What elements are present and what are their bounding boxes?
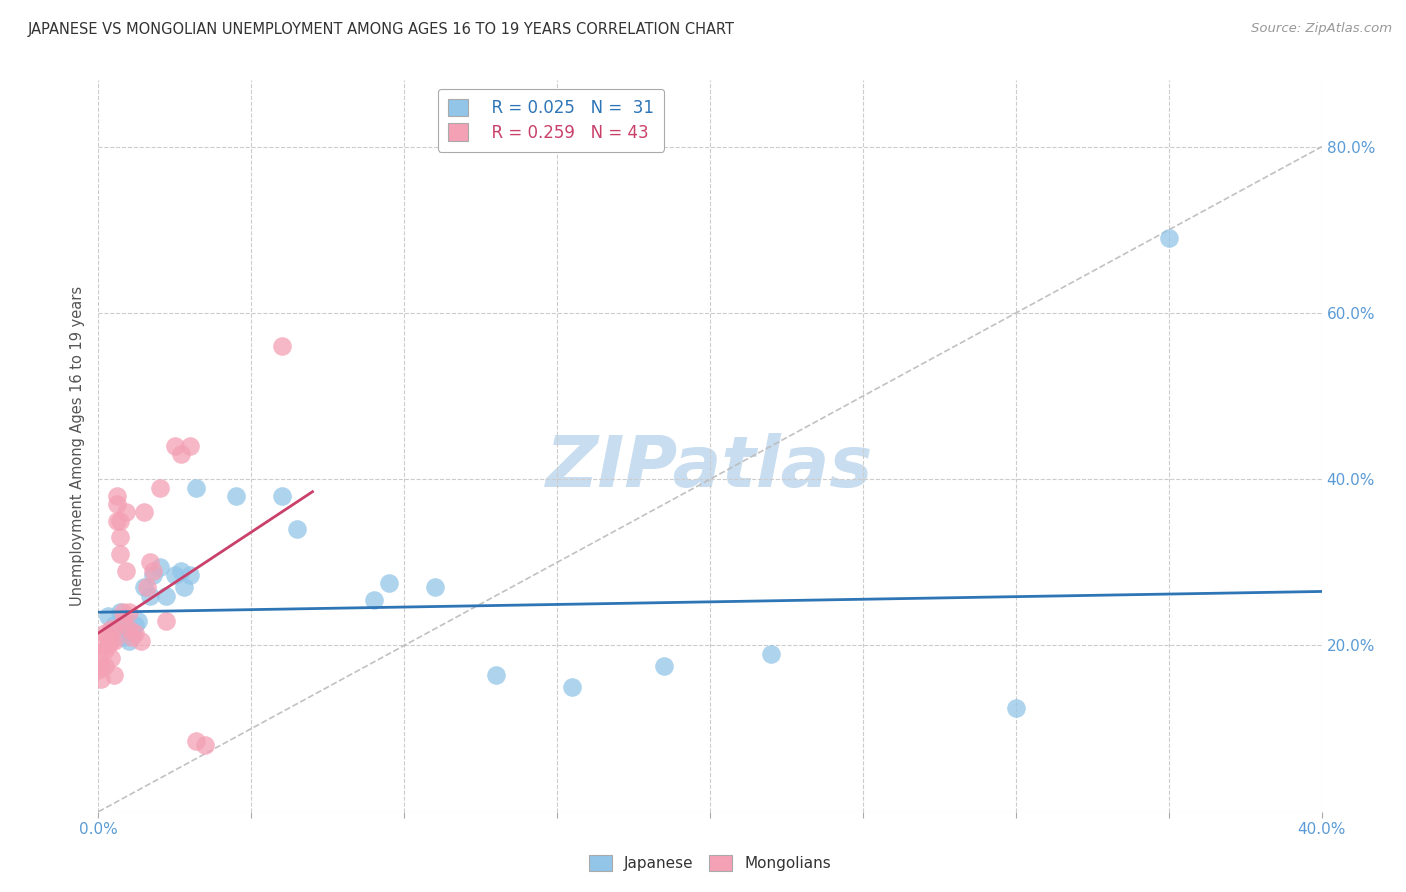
Point (124, 626, 146, 640)
Point (121, 626, 143, 640)
Point (118, 634, 141, 648)
Point (170, 564, 193, 578)
Point (118, 622, 141, 636)
Point (134, 580, 156, 594)
Point (142, 564, 165, 578)
Point (363, 592, 385, 607)
Point (136, 580, 159, 594)
Point (285, 522, 308, 536)
Point (485, 667, 508, 681)
Point (93, 642, 115, 657)
Point (87, 664, 110, 678)
Point (155, 589, 177, 603)
Point (378, 576, 401, 591)
Point (163, 439, 186, 453)
Point (100, 651, 122, 665)
Point (139, 589, 162, 603)
Point (194, 738, 217, 752)
Point (118, 605, 141, 619)
Text: ZIPatlas: ZIPatlas (547, 434, 873, 502)
Point (179, 567, 201, 582)
Point (87, 639, 110, 653)
Point (225, 489, 247, 503)
Point (90, 659, 112, 673)
Point (103, 667, 125, 681)
Point (100, 634, 122, 648)
Point (423, 580, 446, 594)
Point (115, 506, 138, 520)
Point (1157, 231, 1180, 245)
Point (103, 634, 125, 648)
Point (270, 339, 292, 353)
Point (97, 639, 120, 653)
Point (139, 555, 162, 569)
Point (97, 630, 120, 644)
Point (149, 481, 172, 495)
Point (115, 622, 138, 636)
Point (127, 614, 149, 628)
Point (111, 630, 134, 644)
Point (93, 626, 115, 640)
Point (100, 622, 122, 636)
Point (93, 659, 115, 673)
Point (108, 530, 131, 544)
Point (170, 447, 193, 461)
Point (111, 614, 134, 628)
Point (186, 481, 208, 495)
Point (124, 617, 146, 632)
Point (97, 609, 120, 624)
Text: JAPANESE VS MONGOLIAN UNEMPLOYMENT AMONG AGES 16 TO 19 YEARS CORRELATION CHART: JAPANESE VS MONGOLIAN UNEMPLOYMENT AMONG… (28, 22, 735, 37)
Point (142, 567, 165, 582)
Point (108, 605, 131, 619)
Point (105, 514, 128, 528)
Y-axis label: Unemployment Among Ages 16 to 19 years: Unemployment Among Ages 16 to 19 years (70, 286, 86, 606)
Point (105, 489, 128, 503)
Point (149, 559, 172, 574)
Point (652, 659, 675, 673)
Point (179, 439, 201, 453)
Text: Source: ZipAtlas.com: Source: ZipAtlas.com (1251, 22, 1392, 36)
Point (87, 647, 110, 661)
Point (111, 605, 134, 619)
Point (186, 734, 208, 748)
Point (163, 567, 186, 582)
Point (1004, 701, 1026, 715)
Point (121, 630, 143, 644)
Point (270, 489, 292, 503)
Point (115, 564, 138, 578)
Point (108, 547, 131, 561)
Point (105, 497, 128, 511)
Point (134, 506, 156, 520)
Point (561, 680, 583, 694)
Point (103, 622, 125, 636)
Point (108, 514, 131, 528)
Point (173, 580, 195, 594)
Point (103, 617, 125, 632)
Point (759, 647, 782, 661)
Legend: Japanese, Mongolians: Japanese, Mongolians (583, 849, 837, 877)
Point (90, 672, 112, 686)
Point (129, 634, 152, 648)
Point (155, 614, 177, 628)
